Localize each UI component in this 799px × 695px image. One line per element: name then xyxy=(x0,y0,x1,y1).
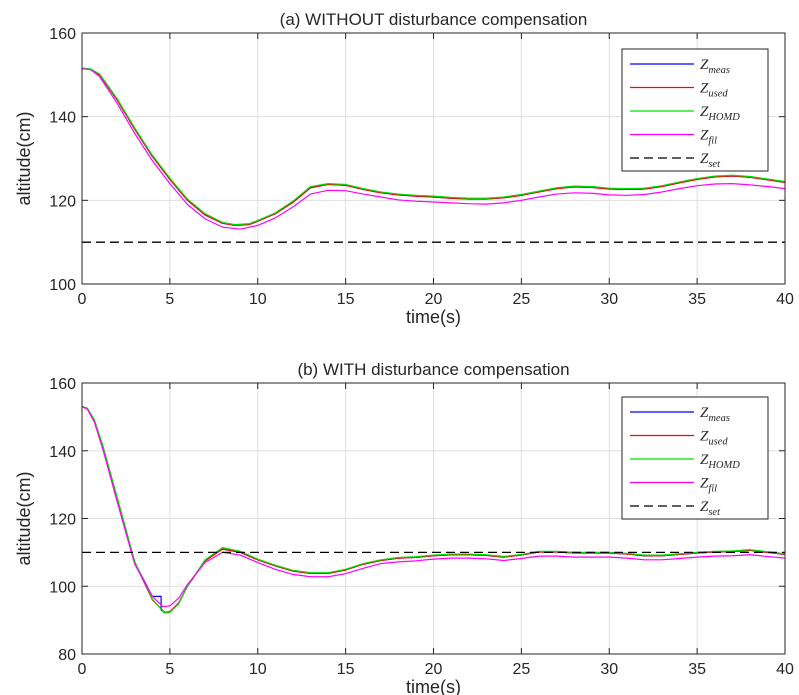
y-tick-label: 140 xyxy=(49,110,76,127)
legend-entry-symbol: Z xyxy=(700,452,709,468)
legend-entry-symbol: Z xyxy=(700,128,709,144)
x-tick-label: 30 xyxy=(600,661,618,678)
series-line-z-used xyxy=(81,67,786,227)
x-tick-label: 10 xyxy=(249,661,267,678)
x-tick-label: 20 xyxy=(425,291,443,308)
legend-entry-subscript: fil xyxy=(708,136,717,147)
legend-entry-subscript: HOMD xyxy=(707,460,740,471)
legend-entry-homd: ZHOMD xyxy=(700,452,740,471)
y-axis-label: altitude(cm) xyxy=(14,471,34,565)
y-tick-label: 120 xyxy=(49,512,76,529)
legend-box xyxy=(621,396,769,520)
legend-entry-fil: Zfil xyxy=(700,128,717,147)
chart-panel-b: 0 5 10 15 20 25 30 35 40 80 100 120 140 160 (b) WITH d… xyxy=(14,360,794,695)
legend-entry-meas: Zmeas xyxy=(700,57,730,76)
x-tick-label: 40 xyxy=(776,661,794,678)
x-tick-label: 10 xyxy=(249,291,267,308)
legend-entry-subscript: HOMD xyxy=(707,112,740,123)
legend-entry-subscript: set xyxy=(708,159,721,170)
x-axis-label: time(s) xyxy=(406,677,461,695)
legend-entry-set: Zset xyxy=(700,151,721,170)
x-tick-label: 25 xyxy=(512,291,530,308)
series-line-z-fil xyxy=(81,406,786,608)
series-line-z-fil xyxy=(81,67,786,230)
chart-panel-a: 0 5 10 15 20 25 30 35 40 100 120 140 160 (a) WITHOUT … xyxy=(14,10,794,327)
y-tick-label: 160 xyxy=(49,26,76,43)
legend-entry-fil: Zfil xyxy=(700,476,717,495)
x-tick-label: 40 xyxy=(776,291,794,308)
legend-entry-subscript: meas xyxy=(708,413,730,424)
legend-entry-symbol: Z xyxy=(700,405,709,421)
chart-title: (b) WITH disturbance compensation xyxy=(297,360,569,379)
legend-entry-symbol: Z xyxy=(700,499,709,515)
y-tick-label: 160 xyxy=(49,376,76,393)
legend-box xyxy=(621,48,769,172)
x-tick-label: 5 xyxy=(165,291,174,308)
x-tick-label: 15 xyxy=(337,291,355,308)
x-axis-label: time(s) xyxy=(406,307,461,327)
legend-entry-symbol: Z xyxy=(700,151,709,167)
legend-entry-meas: Zmeas xyxy=(700,405,730,424)
x-tick-label: 35 xyxy=(688,661,706,678)
series-line-z-homd xyxy=(81,405,786,614)
y-tick-label: 100 xyxy=(49,277,76,294)
series-line-z-homd xyxy=(81,67,786,226)
x-tick-label: 35 xyxy=(688,291,706,308)
x-tick-label: 0 xyxy=(78,291,87,308)
legend-entry-subscript: used xyxy=(708,89,728,100)
legend-entry-symbol: Z xyxy=(700,476,709,492)
legend-entry-used: Zused xyxy=(700,81,728,100)
y-tick-label: 120 xyxy=(49,193,76,210)
chart-title: (a) WITHOUT disturbance compensation xyxy=(280,10,588,29)
legend-entry-subscript: meas xyxy=(708,65,730,76)
series-line-z-used xyxy=(81,406,786,613)
legend-entry-symbol: Z xyxy=(700,429,709,445)
x-tick-label: 5 xyxy=(165,661,174,678)
x-tick-label: 15 xyxy=(337,661,355,678)
y-tick-label: 140 xyxy=(49,444,76,461)
legend-entry-subscript: used xyxy=(708,437,728,448)
legend-entry-subscript: fil xyxy=(708,484,717,495)
legend-entry-homd: ZHOMD xyxy=(700,104,740,123)
legend-entry-set: Zset xyxy=(700,499,721,518)
legend-entry-symbol: Z xyxy=(700,81,709,97)
legend-entry-symbol: Z xyxy=(700,104,709,120)
x-tick-label: 0 xyxy=(78,661,87,678)
y-axis-label: altitude(cm) xyxy=(14,111,34,205)
legend-entry-subscript: set xyxy=(708,507,721,518)
legend-entry-symbol: Z xyxy=(700,57,709,73)
x-tick-label: 30 xyxy=(600,291,618,308)
y-tick-label: 100 xyxy=(49,579,76,596)
y-tick-label: 80 xyxy=(58,647,76,664)
legend-entry-used: Zused xyxy=(700,429,728,448)
x-tick-label: 20 xyxy=(425,661,443,678)
x-tick-label: 25 xyxy=(512,661,530,678)
